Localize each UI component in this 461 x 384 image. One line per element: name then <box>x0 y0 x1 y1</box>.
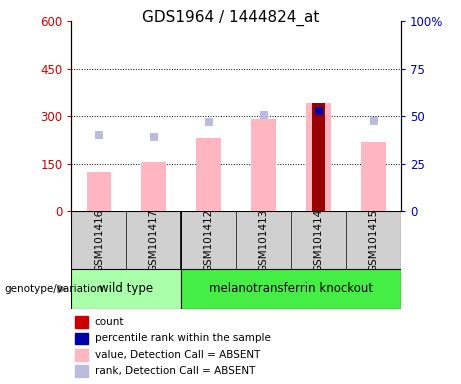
Bar <box>361 142 386 211</box>
Text: GSM101417: GSM101417 <box>149 209 159 271</box>
Bar <box>291 211 346 269</box>
Text: GDS1964 / 1444824_at: GDS1964 / 1444824_at <box>142 10 319 26</box>
Text: GSM101413: GSM101413 <box>259 209 269 271</box>
Bar <box>306 104 331 211</box>
Text: wild type: wild type <box>99 283 154 295</box>
Text: count: count <box>95 317 124 327</box>
Text: value, Detection Call = ABSENT: value, Detection Call = ABSENT <box>95 350 260 360</box>
Bar <box>75 316 88 328</box>
Bar <box>236 211 291 269</box>
Bar <box>126 211 181 269</box>
Text: melanotransferrin knockout: melanotransferrin knockout <box>209 283 373 295</box>
Bar <box>75 349 88 361</box>
Text: GSM101414: GSM101414 <box>313 209 324 271</box>
Bar <box>75 365 88 377</box>
Text: genotype/variation: genotype/variation <box>5 284 104 294</box>
Bar <box>75 333 88 344</box>
Text: percentile rank within the sample: percentile rank within the sample <box>95 333 271 343</box>
Bar <box>142 162 166 211</box>
Bar <box>181 211 236 269</box>
Bar <box>251 119 276 211</box>
Text: GSM101415: GSM101415 <box>369 209 378 271</box>
Text: GSM101412: GSM101412 <box>204 209 214 271</box>
Bar <box>312 104 325 211</box>
Bar <box>196 138 221 211</box>
Text: rank, Detection Call = ABSENT: rank, Detection Call = ABSENT <box>95 366 255 376</box>
Bar <box>71 211 126 269</box>
Bar <box>181 269 401 309</box>
Bar <box>87 172 111 211</box>
Text: GSM101416: GSM101416 <box>94 209 104 271</box>
Bar <box>346 211 401 269</box>
Bar <box>71 269 181 309</box>
